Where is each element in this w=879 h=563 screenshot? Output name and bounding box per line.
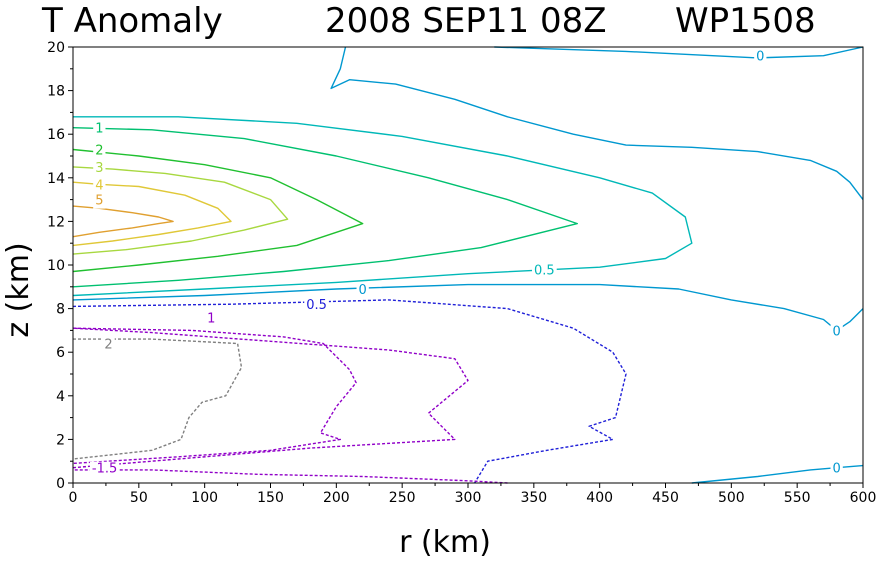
contour-label: -1.5: [92, 462, 117, 477]
y-tick-label: 18: [47, 84, 65, 100]
contour-line: [72, 327, 357, 465]
contour-line: [72, 327, 469, 469]
contour-label-bg: [356, 282, 369, 298]
contour-label-bg: [93, 178, 106, 194]
y-axis-ticks: 0 2 4 6 8 10 12 14 16 18 20: [47, 40, 73, 492]
y-tick-label: 20: [47, 40, 65, 56]
contour-label: 3: [95, 161, 103, 176]
contour-label: 1: [207, 311, 215, 326]
contour-label-bg: [93, 121, 106, 137]
contour-label-bg: [93, 193, 106, 209]
title-part: WP1508: [675, 1, 816, 41]
contour-line: [72, 127, 578, 288]
x-tick-label: 150: [257, 490, 284, 506]
x-tick-label: 50: [130, 490, 148, 506]
contour-label-bg: [304, 298, 329, 314]
contour-line: [72, 116, 693, 297]
contour-labels: 54 3 2 1 0.5 0 0 0 0 0.5 1 2 -1.5: [89, 49, 843, 477]
contour-line: [73, 469, 508, 484]
contour-label: 0: [833, 462, 841, 477]
x-tick-label: 450: [652, 490, 679, 506]
contour-label: 0: [833, 324, 841, 339]
contour-label: 4: [95, 178, 103, 193]
contour-label-bg: [830, 461, 843, 477]
x-axis-ticks: 0 50 100 150 200 250 300 350 400 450 500 550 600: [69, 483, 877, 506]
contour-label: 2: [95, 143, 103, 158]
y-tick-label: 10: [47, 258, 65, 274]
contour-label: 0.5: [534, 263, 555, 278]
x-tick-label: 100: [191, 490, 218, 506]
x-tick-label: 400: [586, 490, 613, 506]
contour-label: 0: [756, 50, 764, 65]
y-tick-label: 6: [56, 345, 65, 361]
contour-line: [494, 46, 864, 59]
x-tick-label: 200: [323, 490, 350, 506]
x-tick-label: 350: [520, 490, 547, 506]
contour-label-bg: [89, 461, 120, 477]
contour-label: 0: [359, 283, 367, 298]
y-tick-label: 16: [47, 127, 65, 143]
x-tick-label: 500: [718, 490, 745, 506]
x-tick-label: 250: [389, 490, 416, 506]
contour-label: 0.5: [306, 298, 327, 313]
x-tick-label: 0: [69, 490, 78, 506]
plot-frame: [72, 46, 864, 484]
contour-label-bg: [205, 311, 218, 327]
x-tick-label: 600: [850, 490, 877, 506]
title-part: 2008 SEP11 08Z: [325, 1, 607, 41]
contour-line: [72, 205, 174, 238]
y-tick-label: 0: [56, 476, 65, 492]
y-tick-label: 2: [56, 432, 65, 448]
contour-label: 1: [95, 122, 103, 137]
contour-line: [72, 181, 232, 247]
y-axis-title: z (km): [1, 242, 36, 337]
x-tick-label: 550: [784, 490, 811, 506]
contour-line: [72, 299, 627, 484]
y-tick-label: 8: [56, 302, 65, 318]
contour-label-bg: [102, 337, 115, 353]
contour-label: 5: [95, 194, 103, 209]
contour-label-bg: [93, 160, 106, 176]
chart-title: T Anomaly 2008 SEP11 08Z WP1508: [41, 1, 816, 41]
contour-line: [72, 283, 864, 332]
contour-label-bg: [532, 263, 557, 279]
contour-label: 2: [104, 337, 112, 352]
x-axis-title: r (km): [399, 525, 491, 558]
contour-label-bg: [93, 143, 106, 159]
contour-line: [72, 166, 289, 255]
contour-line: [72, 338, 243, 460]
contour-line: [72, 148, 364, 273]
contour-line: [691, 464, 864, 484]
y-tick-label: 4: [56, 389, 65, 405]
title-part: T Anomaly: [41, 1, 223, 41]
y-tick-label: 12: [47, 214, 65, 230]
y-tick-label: 14: [47, 171, 65, 187]
contour-label-bg: [754, 49, 767, 65]
contours: [72, 46, 864, 484]
contour-label-bg: [830, 324, 843, 340]
x-tick-label: 300: [455, 490, 482, 506]
contour-line: [330, 46, 864, 201]
